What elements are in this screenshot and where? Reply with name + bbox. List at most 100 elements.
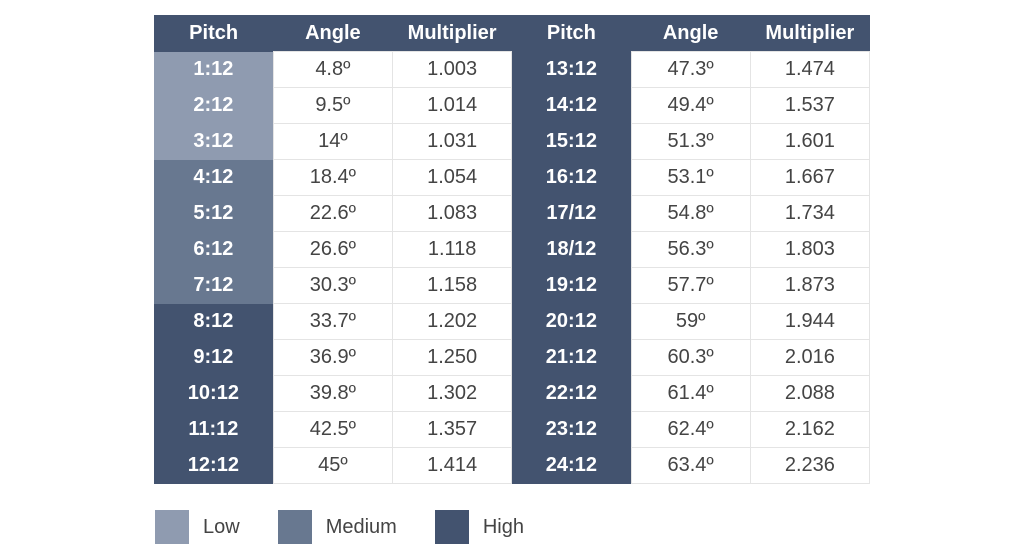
table-cell: 26.6º <box>272 231 394 268</box>
pitch-cell: 18/12 <box>511 231 631 268</box>
table-cell: 54.8º <box>630 195 751 232</box>
table-cell: 1.601 <box>749 123 871 160</box>
table-cell: 36.9º <box>272 339 394 376</box>
pitch-cell: 17/12 <box>511 195 631 232</box>
legend-swatch <box>434 510 469 544</box>
pitch-cell: 16:12 <box>511 159 631 196</box>
pitch-cell: 1:12 <box>154 51 274 88</box>
table-cell: 1.031 <box>391 123 513 160</box>
table-header: Pitch Angle Multiplier Pitch Angle Multiplier <box>154 15 870 52</box>
pitch-cell: 8:12 <box>154 303 274 340</box>
table-row: 10:12 39.8º 1.302 22:12 61.4º 2.088 <box>154 375 871 412</box>
pitch-cell: 4:12 <box>154 159 274 196</box>
pitch-cell: 13:12 <box>511 51 631 88</box>
table-cell: 1.158 <box>391 267 513 304</box>
table-cell: 1.474 <box>749 51 871 88</box>
legend: Low Medium High <box>155 510 562 544</box>
table-row: 1:12 4.8º 1.003 13:12 47.3º 1.474 <box>154 51 871 88</box>
legend-label: High <box>482 515 524 538</box>
table-body: 1:12 4.8º 1.003 13:12 47.3º 1.474 2:12 9.5º 1.01… <box>154 51 871 484</box>
table-cell: 61.4º <box>630 375 751 412</box>
table-cell: 63.4º <box>630 447 751 484</box>
legend-item: Low <box>155 510 240 544</box>
pitch-cell: 19:12 <box>511 267 631 304</box>
table-cell: 59º <box>630 303 751 340</box>
table-cell: 30.3º <box>272 267 394 304</box>
pitch-table: Pitch Angle Multiplier Pitch Angle Multiplier… <box>154 15 871 484</box>
pitch-cell: 23:12 <box>511 411 631 448</box>
table-cell: 22.6º <box>272 195 394 232</box>
table-row: 6:12 26.6º 1.118 18/12 56.3º 1.803 <box>154 231 871 268</box>
pitch-cell: 7:12 <box>154 267 274 304</box>
pitch-cell: 20:12 <box>511 303 631 340</box>
table-cell: 2.088 <box>749 375 871 412</box>
table-cell: 1.944 <box>749 303 871 340</box>
table-cell: 1.054 <box>391 159 513 196</box>
table-row: 7:12 30.3º 1.158 19:12 57.7º 1.873 <box>154 267 871 304</box>
table-row: 4:12 18.4º 1.054 16:12 53.1º 1.667 <box>154 159 871 196</box>
legend-item: Medium <box>277 510 397 544</box>
table-cell: 42.5º <box>272 411 394 448</box>
table-cell: 60.3º <box>630 339 751 376</box>
table-cell: 51.3º <box>630 123 751 160</box>
pitch-cell: 24:12 <box>511 447 631 484</box>
table-row: 3:12 14º 1.031 15:12 51.3º 1.601 <box>154 123 871 160</box>
pitch-cell: 9:12 <box>154 339 274 376</box>
table-cell: 62.4º <box>630 411 751 448</box>
pitch-cell: 15:12 <box>511 123 631 160</box>
table-cell: 1.083 <box>391 195 513 232</box>
pitch-cell: 6:12 <box>154 231 274 268</box>
table-row: 8:12 33.7º 1.202 20:12 59º 1.944 <box>154 303 871 340</box>
table-cell: 1.202 <box>391 303 513 340</box>
pitch-cell: 22:12 <box>511 375 631 412</box>
table-cell: 56.3º <box>630 231 751 268</box>
legend-label: Low <box>203 515 240 538</box>
header-cell: Pitch <box>511 15 631 52</box>
table-cell: 1.537 <box>749 87 871 124</box>
table-cell: 49.4º <box>630 87 751 124</box>
pitch-cell: 21:12 <box>511 339 631 376</box>
table-row: 12:12 45º 1.414 24:12 63.4º 2.236 <box>154 447 871 484</box>
table-cell: 18.4º <box>272 159 394 196</box>
table-cell: 33.7º <box>272 303 394 340</box>
table-cell: 1.873 <box>749 267 871 304</box>
table-cell: 1.734 <box>749 195 871 232</box>
pitch-cell: 12:12 <box>154 447 274 484</box>
legend-label: Medium <box>325 515 397 538</box>
table-cell: 1.803 <box>749 231 871 268</box>
table-cell: 47.3º <box>630 51 751 88</box>
table-cell: 1.414 <box>391 447 513 484</box>
table-row: 11:12 42.5º 1.357 23:12 62.4º 2.162 <box>154 411 871 448</box>
table-cell: 1.014 <box>391 87 513 124</box>
table-cell: 9.5º <box>272 87 394 124</box>
legend-item: High <box>434 510 524 544</box>
table-cell: 2.162 <box>749 411 871 448</box>
pitch-cell: 2:12 <box>154 87 274 124</box>
table-cell: 57.7º <box>630 267 751 304</box>
table-row: 9:12 36.9º 1.250 21:12 60.3º 2.016 <box>154 339 871 376</box>
pitch-cell: 3:12 <box>154 123 274 160</box>
legend-swatch <box>277 510 312 544</box>
table-cell: 45º <box>272 447 394 484</box>
table-cell: 2.016 <box>749 339 871 376</box>
table-cell: 1.302 <box>391 375 513 412</box>
table-cell: 1.667 <box>749 159 871 196</box>
header-cell: Angle <box>273 15 393 52</box>
table-cell: 4.8º <box>272 51 394 88</box>
table-cell: 1.250 <box>391 339 513 376</box>
pitch-cell: 11:12 <box>154 411 274 448</box>
header-cell: Multiplier <box>392 15 512 52</box>
pitch-cell: 5:12 <box>154 195 274 232</box>
header-cell: Pitch <box>154 15 274 52</box>
header-cell: Multiplier <box>750 15 870 52</box>
table-cell: 39.8º <box>272 375 394 412</box>
table-row: 2:12 9.5º 1.014 14:12 49.4º 1.537 <box>154 87 871 124</box>
table-row: 5:12 22.6º 1.083 17/12 54.8º 1.734 <box>154 195 871 232</box>
pitch-cell: 14:12 <box>511 87 631 124</box>
table-cell: 1.003 <box>391 51 513 88</box>
table-cell: 53.1º <box>630 159 751 196</box>
legend-swatch <box>155 510 189 544</box>
table-cell: 2.236 <box>749 447 871 484</box>
header-cell: Angle <box>631 15 751 52</box>
